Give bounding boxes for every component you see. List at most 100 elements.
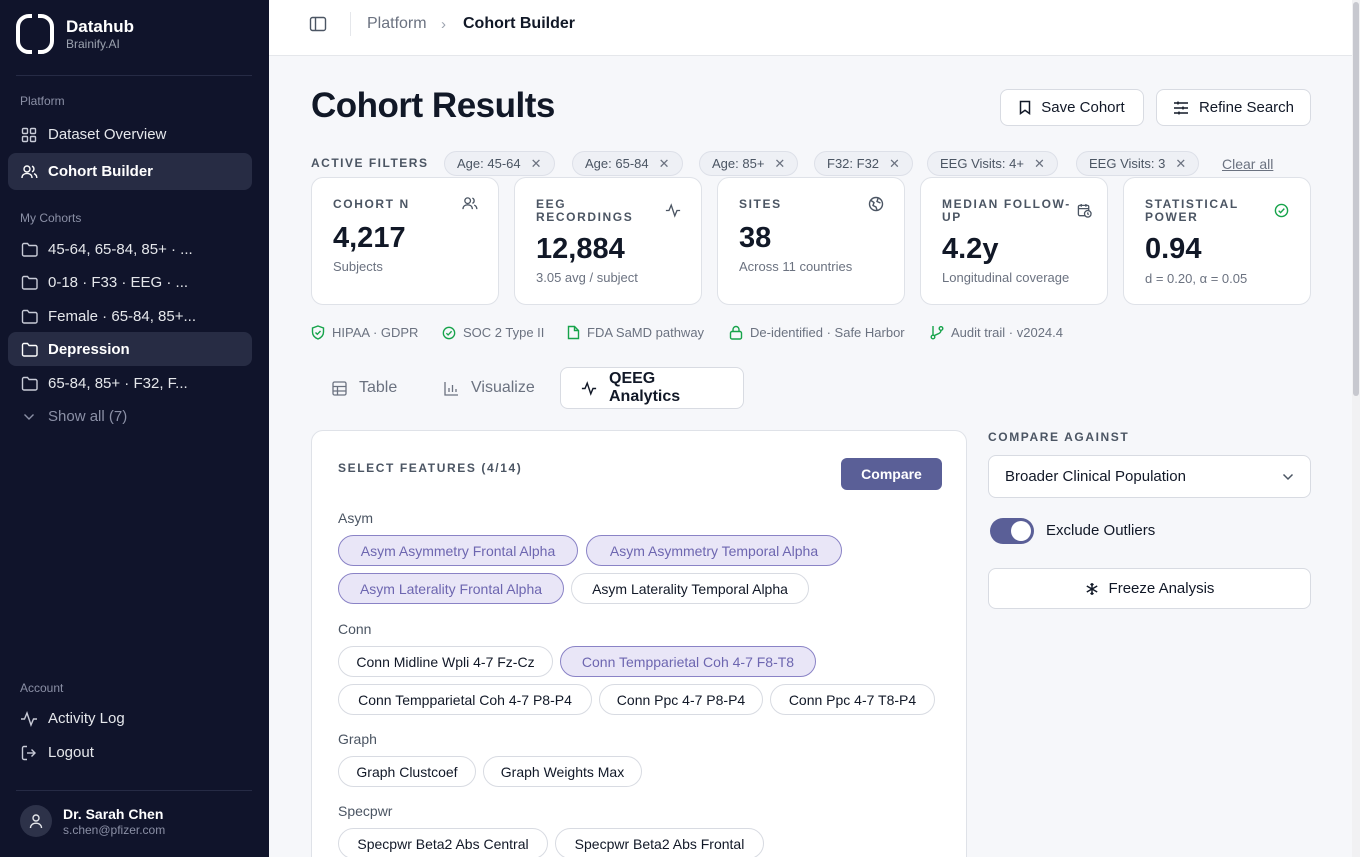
page-scrollbar[interactable] [1352, 0, 1360, 857]
tab-qeeg-analytics[interactable]: QEEG Analytics [560, 367, 744, 409]
close-icon[interactable]: ✕ [530, 155, 542, 171]
refine-search-label: Refine Search [1198, 99, 1295, 116]
tab-table[interactable]: Table [312, 367, 417, 409]
sliders-icon [1173, 101, 1189, 115]
sidebar-item-dataset-overview[interactable]: Dataset Overview [8, 116, 252, 153]
avatar [20, 805, 52, 837]
filter-chip[interactable]: EEG Visits: 3 ✕ [1076, 151, 1200, 176]
filter-chip[interactable]: Age: 45-64 ✕ [444, 151, 555, 176]
brand[interactable]: Datahub Brainify.AI [16, 14, 134, 54]
users-icon [20, 163, 38, 181]
stat-card-eeg-recordings: EEG RECORDINGS 12,884 3.05 avg / subject [514, 177, 702, 305]
tab-visualize[interactable]: Visualize [424, 367, 555, 409]
sidebar-cohort-label: 65-84, 85+ · F32, F... [48, 375, 188, 392]
folder-icon [20, 241, 38, 259]
bar-chart-icon [444, 381, 459, 396]
feature-chip[interactable]: Asym Laterality Frontal Alpha [338, 573, 564, 604]
feature-group-label: Conn [338, 621, 372, 637]
stat-sub: Longitudinal coverage [942, 270, 1070, 285]
clear-all-link[interactable]: Clear all [1222, 156, 1274, 172]
filter-chip[interactable]: EEG Visits: 4+ ✕ [927, 151, 1058, 176]
close-icon[interactable]: ✕ [1033, 155, 1045, 171]
sidebar-cohort-label: 0-18 · F33 · EEG · ... [48, 274, 189, 291]
close-icon[interactable]: ✕ [658, 155, 670, 171]
user-profile[interactable]: Dr. Sarah Chen s.chen@pfizer.com [20, 805, 165, 837]
stat-label: STATISTICAL POWER [1145, 197, 1239, 224]
exclude-outliers-toggle[interactable] [990, 518, 1034, 544]
feature-chip[interactable]: Graph Clustcoef [338, 756, 476, 787]
show-all-label: Show all (7) [48, 408, 128, 425]
filter-chip[interactable]: F32: F32 ✕ [814, 151, 913, 176]
close-icon[interactable]: ✕ [1175, 155, 1187, 171]
close-icon[interactable]: ✕ [889, 155, 900, 171]
breadcrumb-platform[interactable]: Platform [367, 15, 427, 32]
sidebar-item-logout[interactable]: Logout [8, 734, 252, 771]
stat-card-median-follow-up: MEDIAN FOLLOW-UP 4.2y Longitudinal cover… [920, 177, 1108, 305]
save-cohort-button[interactable]: Save Cohort [1000, 89, 1144, 126]
active-filters-label: ACTIVE FILTERS [311, 156, 429, 170]
show-all-cohorts-button[interactable]: Show all (7) [8, 398, 252, 435]
refine-search-button[interactable]: Refine Search [1156, 89, 1311, 126]
select-features-panel: SELECT FEATURES (4/14) Compare Asym Asym… [311, 430, 967, 857]
activity-icon [665, 203, 681, 219]
sidebar-cohort-item[interactable]: 45-64, 65-84, 85+ · ... [8, 231, 252, 268]
sidebar-item-label: Activity Log [48, 710, 125, 727]
feature-chip[interactable]: Asym Asymmetry Frontal Alpha [338, 535, 578, 566]
feature-chip[interactable]: Conn Tempparietal Coh 4-7 P8-P4 [338, 684, 592, 715]
compare-against-select[interactable]: Broader Clinical Population [988, 455, 1311, 498]
filter-chip-label: Age: 65-84 [585, 156, 649, 171]
user-icon [29, 814, 43, 829]
stat-sub: Across 11 countries [739, 259, 853, 274]
filter-chip[interactable]: Age: 65-84 ✕ [572, 151, 683, 176]
feature-chip[interactable]: Conn Midline Wpli 4-7 Fz-Cz [338, 646, 553, 677]
compliance-badge: SOC 2 Type II [442, 325, 544, 340]
filter-chip[interactable]: Age: 85+ ✕ [699, 151, 799, 176]
table-icon [332, 380, 347, 396]
feature-chip[interactable]: Graph Weights Max [483, 756, 642, 787]
exclude-outliers-label: Exclude Outliers [1046, 522, 1156, 539]
page-title: Cohort Results [311, 86, 555, 125]
sidebar-cohort-label: 45-64, 65-84, 85+ · ... [48, 241, 193, 258]
tab-label: QEEG Analytics [609, 370, 681, 405]
breadcrumb-current: Cohort Builder [463, 15, 575, 32]
brand-name: Datahub [66, 17, 134, 36]
datahub-logo-icon [16, 14, 54, 54]
sidebar-item-label: Logout [48, 744, 94, 761]
compare-button[interactable]: Compare [841, 458, 942, 490]
sidebar-cohort-item[interactable]: 65-84, 85+ · F32, F... [8, 365, 252, 402]
feature-chip[interactable]: Specpwr Beta2 Abs Frontal [555, 828, 764, 857]
feature-group-label: Specpwr [338, 803, 393, 819]
user-email: s.chen@pfizer.com [63, 822, 166, 837]
sidebar-section-platform: Platform [20, 94, 65, 108]
sidebar-cohort-item[interactable]: 0-18 · F33 · EEG · ... [8, 264, 252, 301]
snowflake-icon [1085, 582, 1099, 596]
feature-chip[interactable]: Conn Ppc 4-7 T8-P4 [770, 684, 935, 715]
scrollbar-thumb[interactable] [1353, 2, 1359, 396]
calendar-clock-icon [1077, 203, 1093, 219]
compliance-label: HIPAA · GDPR [332, 325, 419, 340]
feature-chip[interactable]: Asym Asymmetry Temporal Alpha [586, 535, 842, 566]
activity-icon [581, 380, 597, 396]
sidebar-cohort-item[interactable]: Female · 65-84, 85+... [8, 298, 252, 335]
freeze-analysis-button[interactable]: Freeze Analysis [988, 568, 1311, 609]
feature-group-label: Asym [338, 510, 373, 526]
sidebar-item-activity-log[interactable]: Activity Log [8, 700, 252, 737]
tab-label: Table [359, 379, 398, 396]
feature-chip[interactable]: Specpwr Beta2 Abs Central [338, 828, 548, 857]
stat-value: 0.94 [1145, 233, 1202, 265]
brand-subtitle: Brainify.AI [66, 37, 120, 51]
feature-chip[interactable]: Conn Tempparietal Coh 4-7 F8-T8 [560, 646, 816, 677]
filter-chip-label: EEG Visits: 3 [1089, 156, 1166, 171]
logout-icon [20, 744, 38, 762]
sidebar-toggle-icon[interactable] [309, 15, 327, 33]
feature-chip[interactable]: Conn Ppc 4-7 P8-P4 [599, 684, 763, 715]
sidebar-divider [16, 75, 252, 76]
filter-chip-label: F32: F32 [827, 156, 880, 171]
folder-icon [20, 375, 38, 393]
sidebar-item-cohort-builder[interactable]: Cohort Builder [8, 153, 252, 190]
sidebar-cohort-item-active[interactable]: Depression [8, 332, 252, 366]
close-icon[interactable]: ✕ [774, 155, 786, 171]
compliance-label: FDA SaMD pathway [587, 325, 705, 340]
feature-chip[interactable]: Asym Laterality Temporal Alpha [571, 573, 809, 604]
user-name: Dr. Sarah Chen [63, 805, 164, 822]
